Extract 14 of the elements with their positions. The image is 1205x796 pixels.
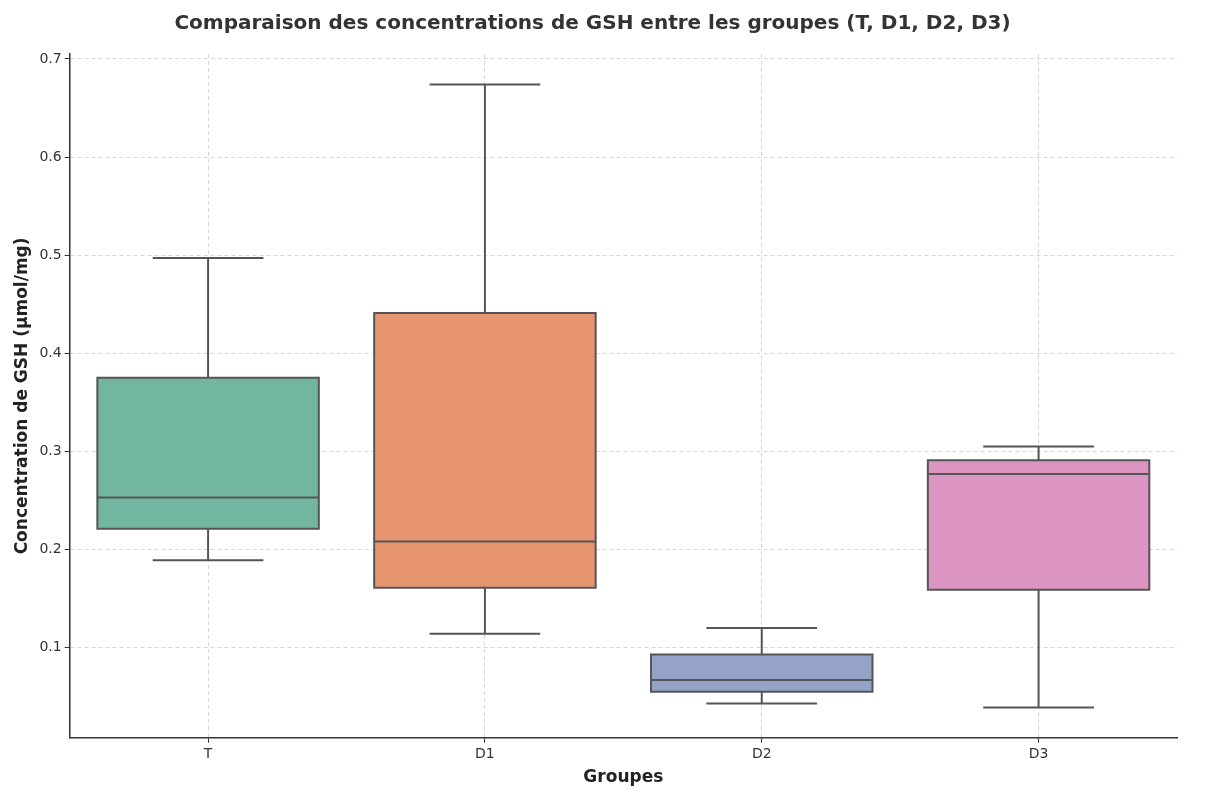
y-tick-label: 0.6 <box>39 147 62 164</box>
y-tick-label: 0.7 <box>39 49 62 66</box>
y-tick-label: 0.5 <box>39 245 62 262</box>
x-axis-title: Groupes <box>583 766 664 787</box>
x-tick-label: D2 <box>751 744 772 761</box>
x-tick-label: D1 <box>475 744 495 761</box>
y-tick-label: 0.3 <box>39 441 62 458</box>
y-axis-title: Concentration de GSH (µmol/mg) <box>10 237 31 555</box>
x-tick-label: D3 <box>1028 744 1049 761</box>
chart-title: Comparaison des concentrations de GSH entre les groupes (T, D1, D2, D3) <box>174 10 1011 35</box>
y-tick-label: 0.2 <box>39 540 62 557</box>
x-tick-label: T <box>202 744 213 761</box>
y-tick-label: 0.4 <box>39 343 62 360</box>
y-tick-label: 0.1 <box>39 638 62 655</box>
